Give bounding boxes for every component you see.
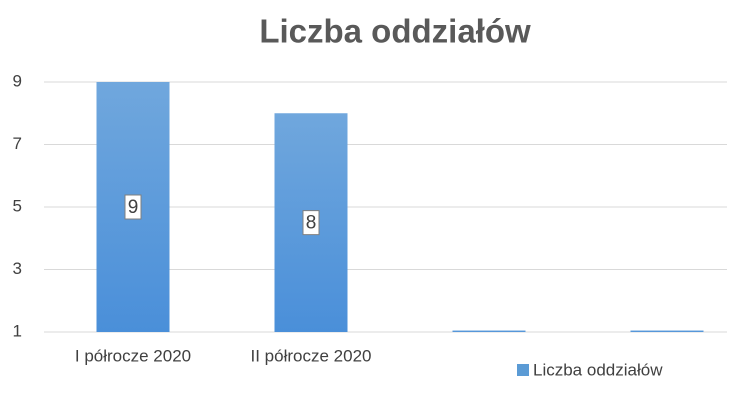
y-tick-label: 1 (13, 321, 22, 340)
legend-swatch (517, 364, 529, 376)
y-tick-label: 9 (13, 71, 22, 90)
data-label: 8 (306, 213, 317, 234)
bar (452, 330, 526, 332)
legend-label: Liczba oddziałów (533, 360, 663, 379)
y-tick-label: 5 (13, 196, 22, 215)
x-tick-label: I półrocze 2020 (75, 346, 191, 365)
bar (630, 330, 704, 332)
data-label-box (302, 210, 320, 236)
y-tick-label: 3 (13, 259, 22, 278)
data-label-box (124, 194, 142, 220)
data-label: 9 (128, 197, 139, 218)
x-tick-label: II półrocze 2020 (251, 346, 372, 365)
chart-title: Liczba oddziałów (259, 13, 531, 50)
y-tick-label: 7 (13, 134, 22, 153)
